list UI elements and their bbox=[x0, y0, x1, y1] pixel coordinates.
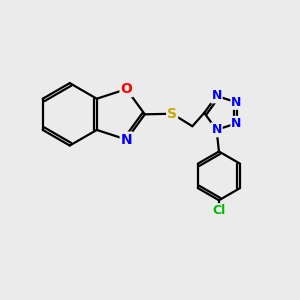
Text: O: O bbox=[121, 82, 132, 96]
Text: N: N bbox=[212, 89, 222, 102]
Text: N: N bbox=[231, 117, 242, 130]
Text: Cl: Cl bbox=[212, 204, 226, 217]
Text: S: S bbox=[167, 107, 177, 121]
Text: N: N bbox=[212, 123, 222, 136]
Text: N: N bbox=[231, 96, 242, 109]
Text: N: N bbox=[121, 133, 132, 147]
